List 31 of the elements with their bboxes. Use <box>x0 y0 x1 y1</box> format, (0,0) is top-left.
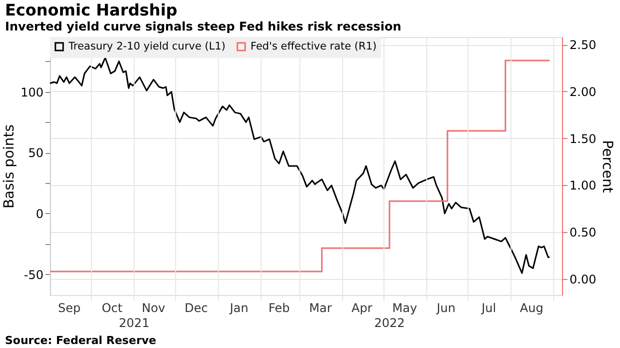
x-tick-label: Oct <box>102 301 123 315</box>
y2-tick-label: 1.50 <box>570 132 596 146</box>
x-tick-label: Sep <box>58 301 81 315</box>
y2-tick-label: 2.00 <box>570 84 596 99</box>
y-tick-label: 100 <box>20 85 44 100</box>
x-tick-label: Nov <box>142 301 166 315</box>
chart-subtitle: Inverted yield curve signals steep Fed hikes risk recession <box>5 20 402 34</box>
y-tick-label: 0 <box>36 206 44 221</box>
legend-label: Fed's effective rate (R1) <box>250 40 377 53</box>
x-tick-label: Mar <box>309 301 332 315</box>
y2-tick-label: 0.00 <box>570 272 596 287</box>
legend-label: Treasury 2-10 yield curve (L1) <box>68 40 226 53</box>
x-tick-label: Jun <box>436 301 456 315</box>
x-tick-label: Jan <box>228 301 248 315</box>
y-axis-title: Basis points <box>2 124 18 209</box>
source-note: Source: Federal Reserve <box>5 334 156 347</box>
y2-axis-title: Percent <box>599 140 616 194</box>
chart-title: Economic Hardship <box>5 0 178 20</box>
x-tick-label: Aug <box>520 301 544 315</box>
y2-tick-label: 1.00 <box>570 178 596 193</box>
y-tick-label: 50 <box>28 146 44 160</box>
text: 2022 <box>374 316 405 330</box>
x-tick-label: Dec <box>184 301 208 315</box>
x-tick-label: May <box>392 301 418 315</box>
text: 2021 <box>118 316 150 330</box>
y2-tick-label: 2.50 <box>570 38 596 52</box>
x-tick-label: Feb <box>268 301 290 315</box>
y2-tick-label: 0.50 <box>570 226 596 240</box>
y-tick-label: -50 <box>24 268 44 282</box>
x-tick-label: Jul <box>480 301 496 315</box>
x-tick-label: Apr <box>352 301 372 315</box>
